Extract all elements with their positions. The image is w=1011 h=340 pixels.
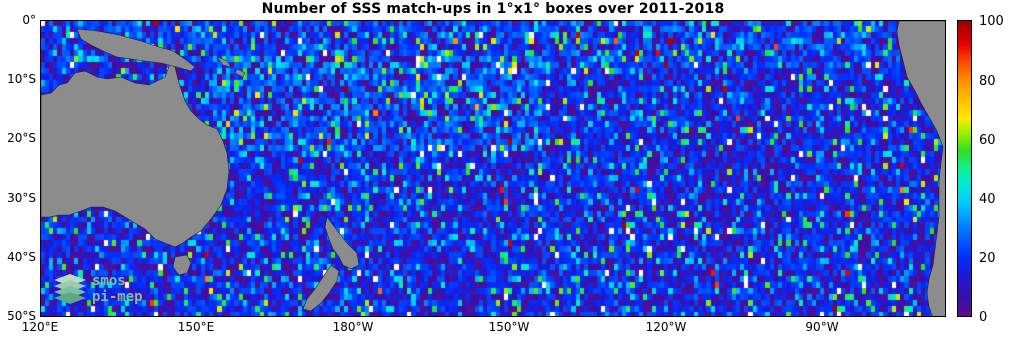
- tasmania-landmass: [172, 254, 192, 276]
- colorbar-label-40: 40: [979, 192, 996, 207]
- logo-mark-icon: [54, 274, 86, 304]
- new-guinea-landmass: [76, 28, 196, 72]
- colorbar-label-20: 20: [979, 251, 996, 266]
- land-mask: [41, 21, 945, 316]
- lon-label-90w: 90°W: [805, 320, 839, 334]
- logo-text-smos: smos: [92, 273, 126, 289]
- colorbar-label-0: 0: [979, 310, 988, 325]
- colorbar-label-100: 100: [979, 14, 1004, 29]
- map-panel: [40, 20, 946, 317]
- logo-text-pi-mep: pi-mep: [92, 289, 143, 305]
- new-zealand-north-island: [324, 216, 360, 270]
- lat-label-20s: 20°S: [7, 131, 36, 145]
- lat-label-10s: 10°S: [7, 72, 36, 86]
- colorbar-label-60: 60: [979, 133, 996, 148]
- lon-label-120e: 120°E: [21, 320, 59, 334]
- lat-label-40s: 40°S: [7, 250, 36, 264]
- lat-label-0: 0°: [22, 13, 36, 27]
- lon-label-150e: 150°E: [177, 320, 215, 334]
- chart-title: Number of SSS match-ups in 1°x1° boxes o…: [261, 1, 725, 17]
- south-america-landmass: [896, 21, 945, 316]
- lon-label-180w: 180°W: [332, 320, 374, 334]
- lon-label-150w: 150°W: [488, 320, 530, 334]
- colorbar: [957, 20, 972, 317]
- smos-pi-mep-logo: smos pi-mep: [52, 272, 172, 308]
- australia-landmass: [41, 60, 230, 248]
- colorbar-label-80: 80: [979, 74, 996, 89]
- lat-label-30s: 30°S: [7, 191, 36, 205]
- pacific-islands: [216, 56, 246, 78]
- new-zealand-south-island: [302, 264, 340, 312]
- lon-label-120w: 120°W: [645, 320, 687, 334]
- lat-label-50s: 50°S: [7, 309, 36, 323]
